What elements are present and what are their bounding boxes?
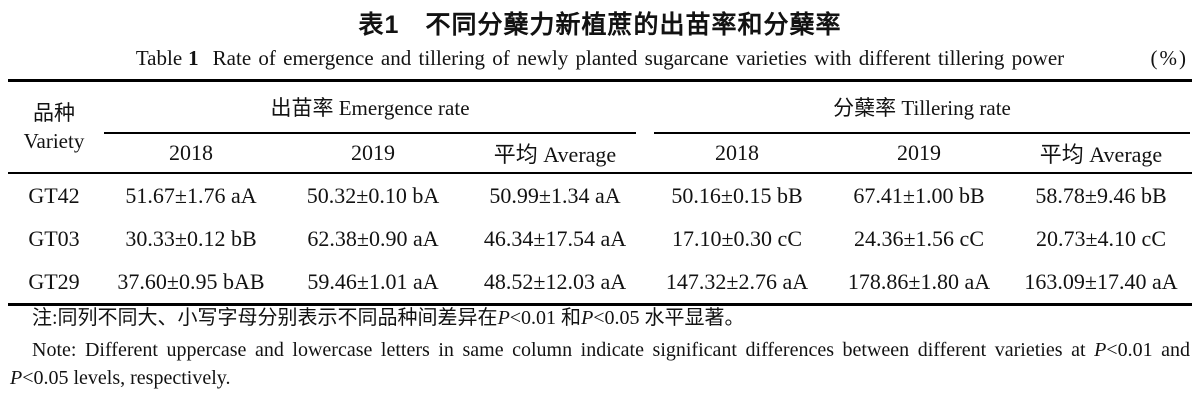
value-cell: 48.52±12.03 aA xyxy=(483,268,627,294)
table-header: 品种 Variety 出苗率 Emergence rate 分蘖率 Tiller… xyxy=(8,82,1192,174)
table-title-en-label: Table xyxy=(135,46,183,70)
variety-cell: GT03 xyxy=(28,225,80,251)
table-title-en-number: 1 xyxy=(188,46,199,70)
variety-cell: GT29 xyxy=(28,268,80,294)
value-cell: 147.32±2.76 aA xyxy=(665,268,809,294)
value-cell: 51.67±1.76 aA xyxy=(125,182,257,208)
table-title-zh: 表1 不同分蘖力新植蔗的出苗率和分蘖率 xyxy=(358,11,842,39)
year-header: 2019 xyxy=(897,140,941,165)
value-cell: 163.09±17.40 aA xyxy=(1024,268,1178,294)
table-title-en-text: Rate of emergence and tillering of newly… xyxy=(212,46,1065,70)
year-header: 平均 Average xyxy=(1039,142,1163,167)
table-notes: 注:同列不同大、小写字母分别表示不同品种间差异在P<0.01 和P<0.05 水… xyxy=(10,304,1190,392)
variety-header-zh: 品种 xyxy=(33,101,75,125)
year-header: 2018 xyxy=(169,140,213,165)
variety-cell: GT42 xyxy=(28,182,80,208)
value-cell: 178.86±1.80 aA xyxy=(847,268,991,294)
value-cell: 58.78±9.46 bB xyxy=(1035,182,1167,208)
year-header: 2019 xyxy=(351,140,395,165)
note-en-line2: P<0.05 levels, respectively. xyxy=(10,367,231,389)
note-zh: 注:同列不同大、小写字母分别表示不同品种间差异在P<0.01 和P<0.05 水… xyxy=(32,307,745,329)
value-cell: 50.32±0.10 bA xyxy=(306,182,440,208)
group-header-emergence-rate: 出苗率 Emergence rate xyxy=(104,82,636,134)
value-cell: 46.34±17.54 aA xyxy=(483,225,627,251)
value-cell: 62.38±0.90 aA xyxy=(307,225,439,251)
unit-label: (%) xyxy=(1150,46,1188,70)
data-table: 品种 Variety 出苗率 Emergence rate 分蘖率 Tiller… xyxy=(8,79,1192,306)
year-header: 平均 Average xyxy=(493,142,617,167)
group-header-tillering-rate: 分蘖率 Tillering rate xyxy=(654,82,1190,134)
value-cell: 37.60±0.95 bAB xyxy=(117,268,265,294)
value-cell: 59.46±1.01 aA xyxy=(307,268,439,294)
variety-column-header: 品种 Variety xyxy=(8,82,100,172)
value-cell: 30.33±0.12 bB xyxy=(125,225,257,251)
table-title-en: Table 1 Rate of emergence and tillering of… xyxy=(0,44,1200,72)
value-cell: 24.36±1.56 cC xyxy=(853,225,984,251)
value-cell: 67.41±1.00 bB xyxy=(853,182,985,208)
value-cell: 50.16±0.15 bB xyxy=(671,182,803,208)
note-en-line1: Note: Different uppercase and lowercase … xyxy=(32,339,1191,361)
variety-header-en: Variety xyxy=(23,129,85,153)
value-cell: 50.99±1.34 aA xyxy=(489,182,621,208)
table-body: GT42 51.67±1.76 aA 50.32±0.10 bA 50.99±1… xyxy=(8,174,1192,306)
year-header: 2018 xyxy=(715,140,759,165)
value-cell: 20.73±4.10 cC xyxy=(1035,225,1166,251)
value-cell: 17.10±0.30 cC xyxy=(671,225,802,251)
